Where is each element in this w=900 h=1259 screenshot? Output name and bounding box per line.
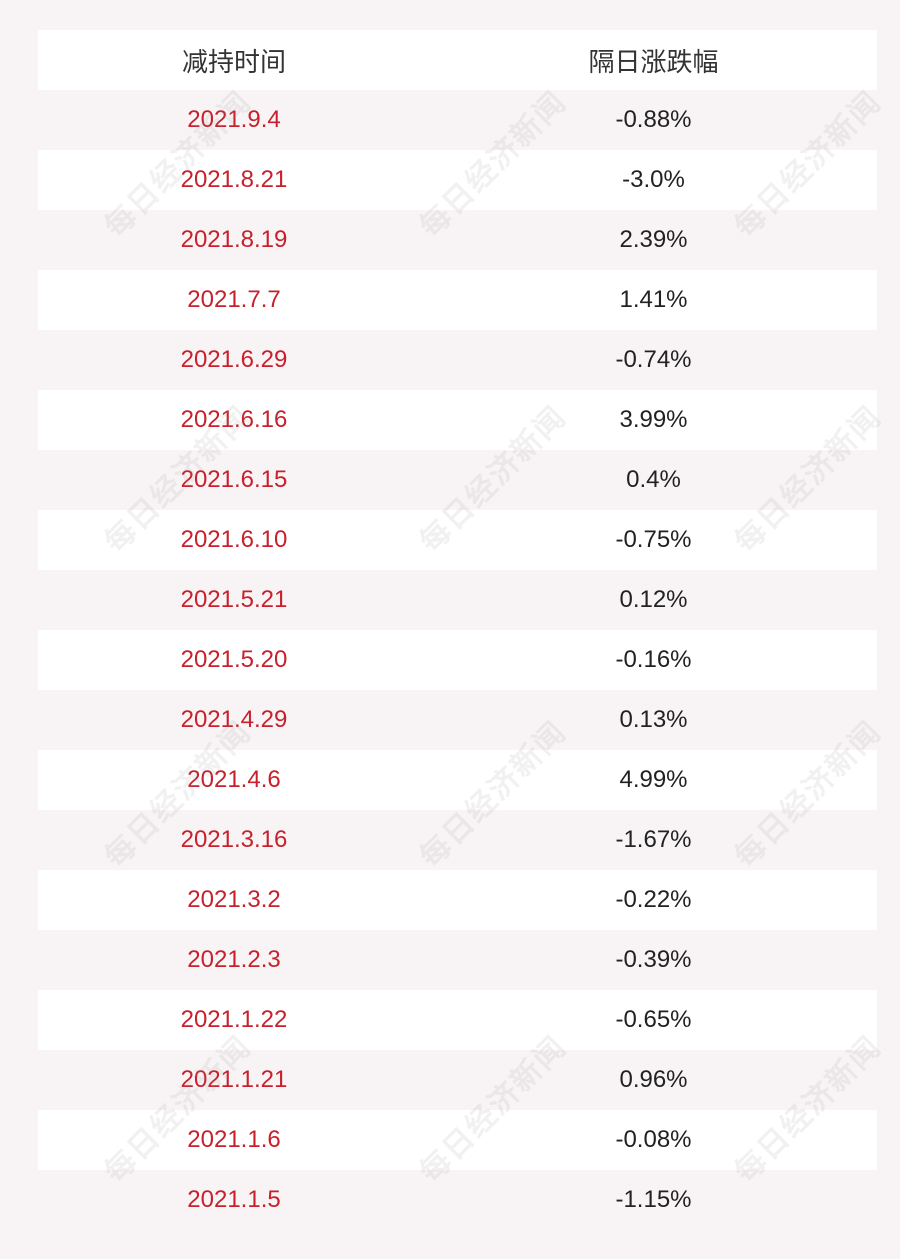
next-day-change: -0.22% [615, 886, 692, 913]
reduction-date: 2021.3.16 [180, 826, 288, 853]
header-next-day-change: 隔日涨跌幅 [588, 46, 719, 77]
next-day-change: 1.41% [619, 286, 688, 313]
next-day-change: -0.65% [615, 1006, 692, 1033]
reduction-date: 2021.8.21 [180, 166, 288, 193]
next-day-change: 2.39% [619, 226, 688, 253]
next-day-change: 0.96% [619, 1066, 688, 1093]
next-day-change: -0.75% [615, 526, 692, 553]
table-row: 2021.5.21 0.12% [38, 570, 877, 630]
next-day-change: -3.0% [622, 166, 685, 193]
next-day-change: 4.99% [619, 766, 688, 793]
reduction-date: 2021.1.5 [187, 1186, 281, 1213]
next-day-change: -0.39% [615, 946, 692, 973]
next-day-change: -0.08% [615, 1126, 692, 1153]
next-day-change: 0.12% [619, 586, 688, 613]
next-day-change: 0.13% [619, 706, 688, 733]
reduction-date: 2021.1.22 [180, 1006, 288, 1033]
reduction-date: 2021.1.21 [180, 1066, 288, 1093]
reduction-date: 2021.2.3 [187, 946, 281, 973]
table-row: 2021.1.21 0.96% [38, 1050, 877, 1110]
reduction-date: 2021.1.6 [187, 1126, 281, 1153]
reduction-date: 2021.7.7 [187, 286, 281, 313]
table-row: 2021.6.16 3.99% [38, 390, 877, 450]
table-row: 2021.5.20 -0.16% [38, 630, 877, 690]
reduction-date: 2021.9.4 [187, 106, 281, 133]
header-reduction-date: 减持时间 [181, 46, 286, 77]
next-day-change: 0.4% [626, 466, 681, 493]
table-row: 2021.4.6 4.99% [38, 750, 877, 810]
reduction-date: 2021.4.6 [187, 766, 281, 793]
table-row: 2021.8.21 -3.0% [38, 150, 877, 210]
table-row: 2021.6.15 0.4% [38, 450, 877, 510]
table-row: 2021.6.29 -0.74% [38, 330, 877, 390]
table-row: 2021.4.29 0.13% [38, 690, 877, 750]
next-day-change: -0.74% [615, 346, 692, 373]
reduction-table: 减持时间 隔日涨跌幅 2021.9.4 -0.88% 2021.8.21 -3.0% 2… [38, 30, 877, 1230]
next-day-change: -0.16% [615, 646, 692, 673]
table-row: 2021.6.10 -0.75% [38, 510, 877, 570]
reduction-date: 2021.6.10 [180, 526, 288, 553]
reduction-date: 2021.6.29 [180, 346, 288, 373]
table-row: 2021.1.22 -0.65% [38, 990, 877, 1050]
table-row: 2021.3.2 -0.22% [38, 870, 877, 930]
table-header: 减持时间 隔日涨跌幅 [38, 30, 877, 90]
table-row: 2021.3.16 -1.67% [38, 810, 877, 870]
next-day-change: -0.88% [615, 106, 692, 133]
table-row: 2021.9.4 -0.88% [38, 90, 877, 150]
next-day-change: 3.99% [619, 406, 688, 433]
reduction-date: 2021.4.29 [180, 706, 288, 733]
reduction-date: 2021.5.20 [180, 646, 288, 673]
reduction-date: 2021.3.2 [187, 886, 281, 913]
next-day-change: -1.15% [615, 1186, 692, 1213]
reduction-date: 2021.5.21 [180, 586, 288, 613]
reduction-date: 2021.8.19 [180, 226, 288, 253]
table-row: 2021.8.19 2.39% [38, 210, 877, 270]
table-row: 2021.7.7 1.41% [38, 270, 877, 330]
reduction-date: 2021.6.15 [180, 466, 288, 493]
reduction-date: 2021.6.16 [180, 406, 288, 433]
table-row: 2021.1.5 -1.15% [38, 1170, 877, 1230]
table-row: 2021.2.3 -0.39% [38, 930, 877, 990]
next-day-change: -1.67% [615, 826, 692, 853]
table-row: 2021.1.6 -0.08% [38, 1110, 877, 1170]
